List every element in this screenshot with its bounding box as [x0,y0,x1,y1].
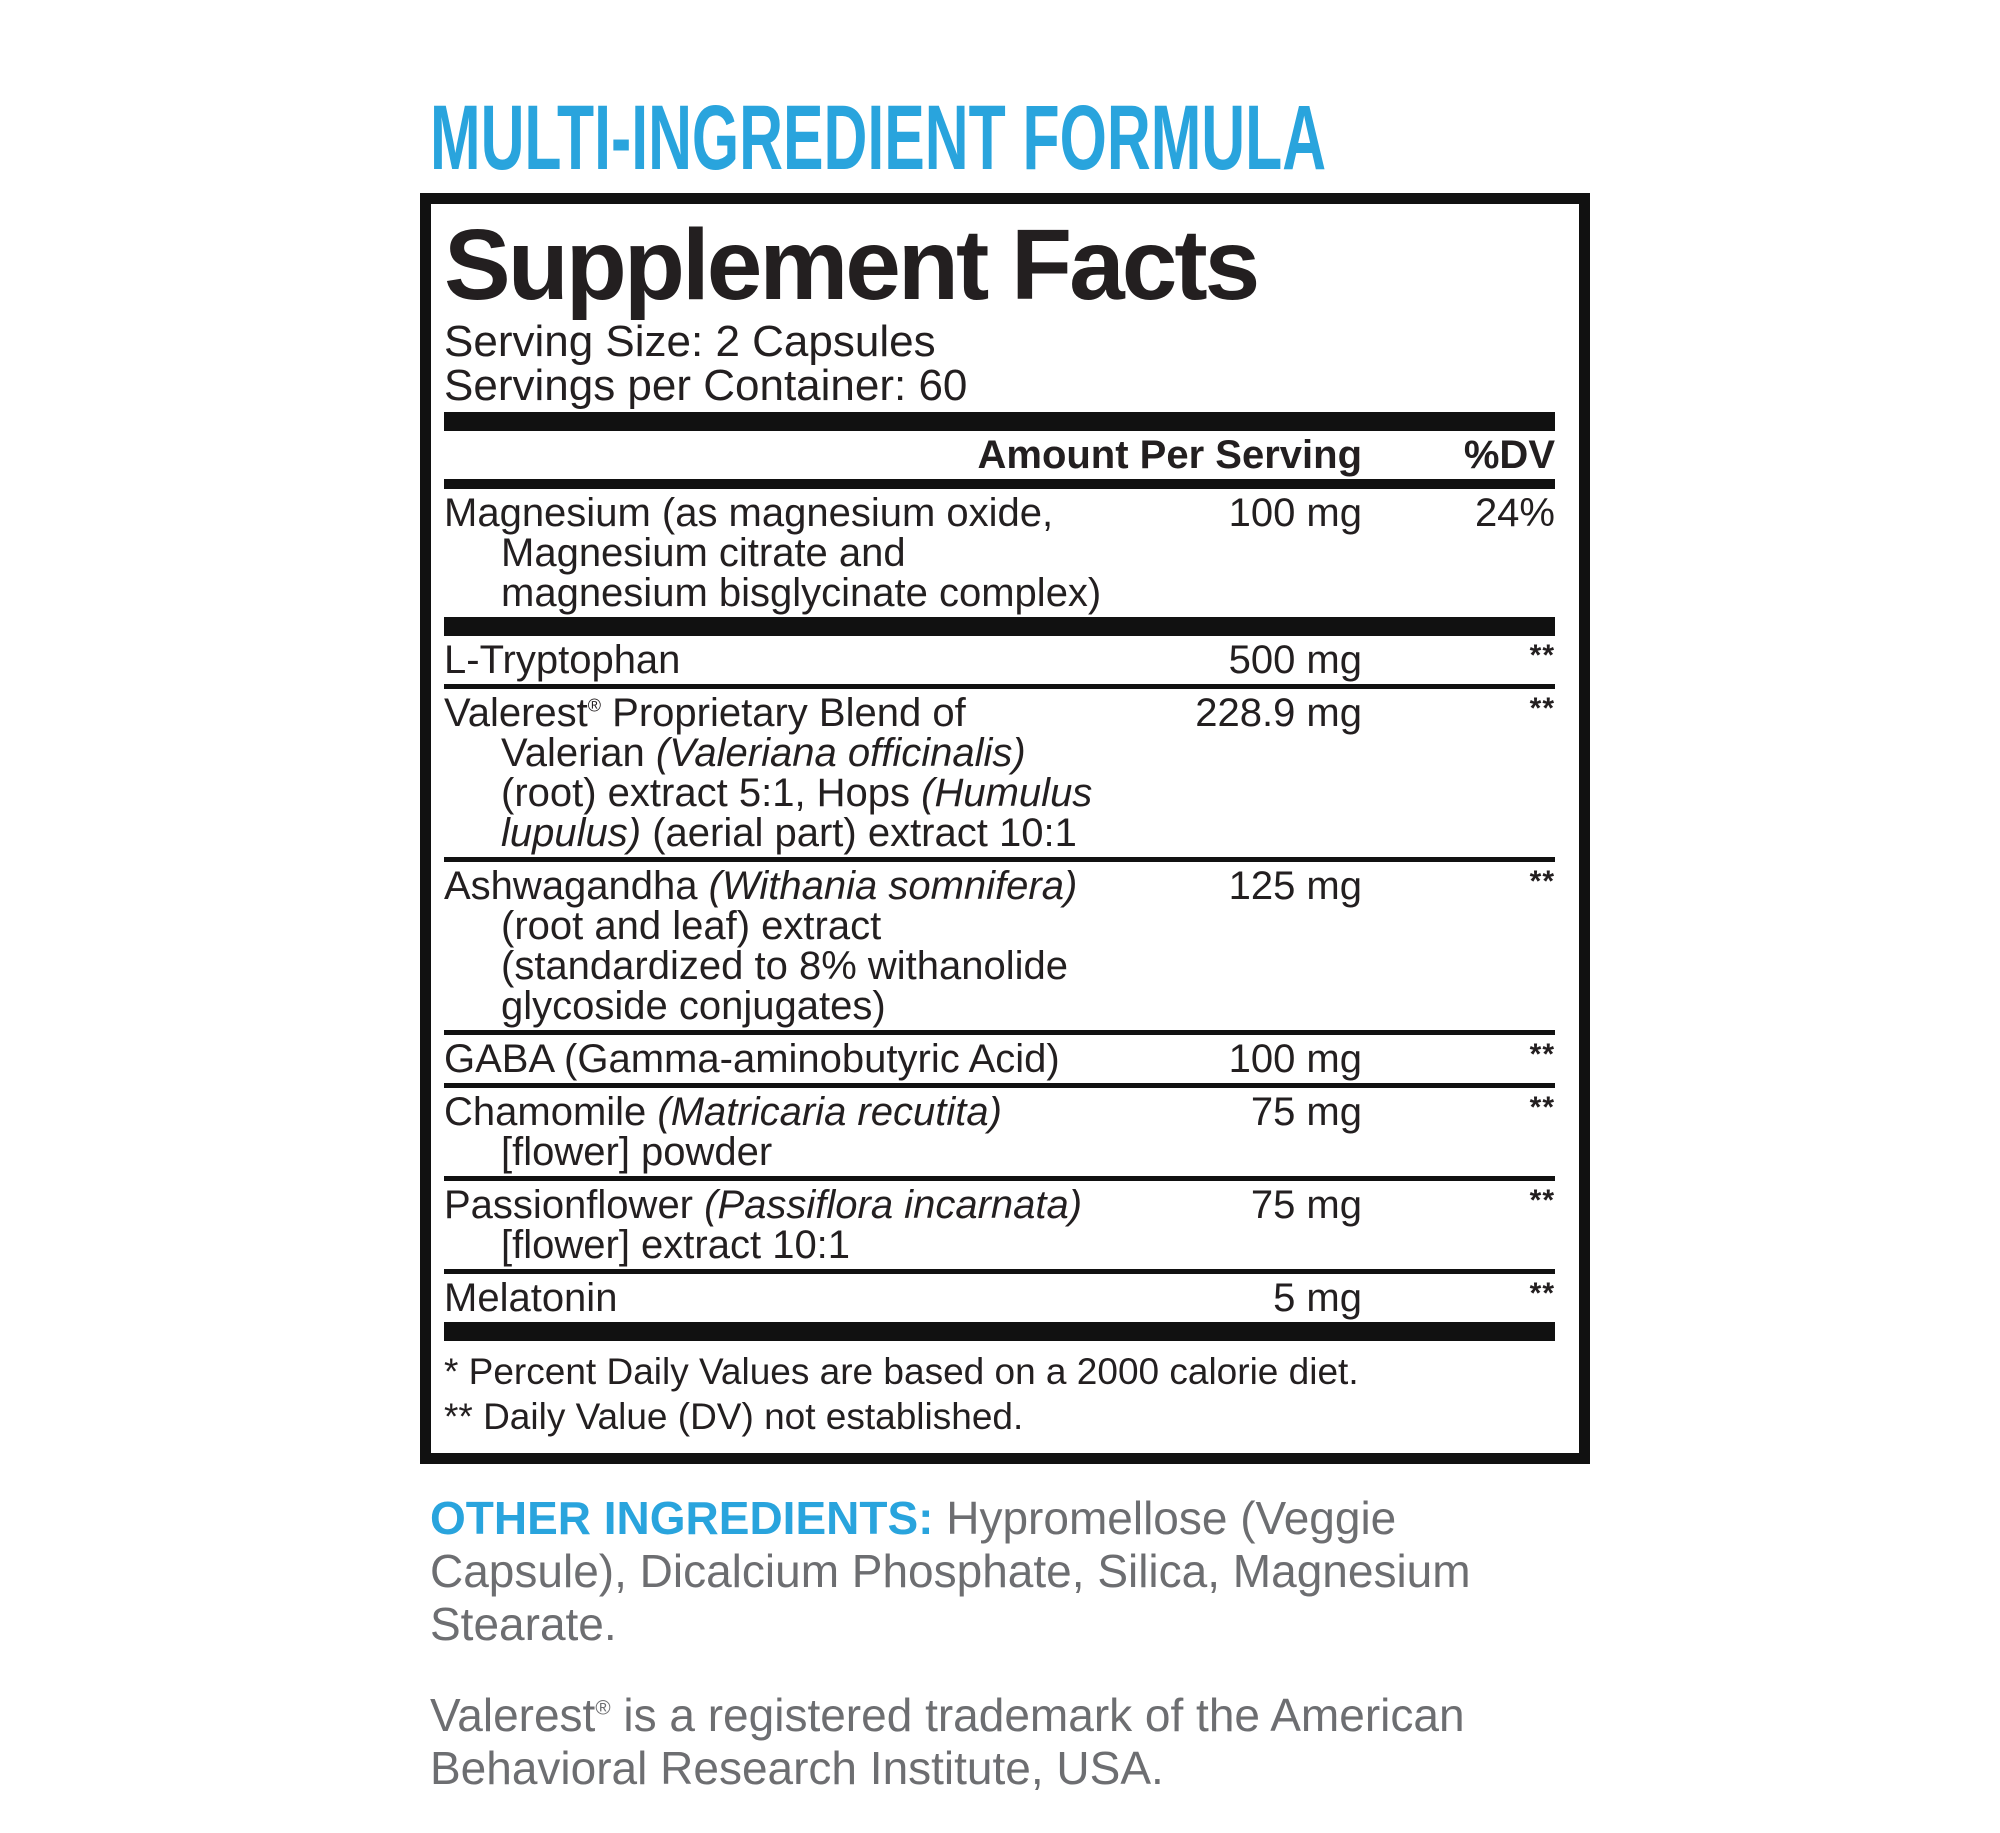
thin-rule [444,857,1555,862]
table-header-row: Amount Per Serving %DV [444,431,1555,479]
other-ingredients-paragraph: OTHER INGREDIENTS: Hypromellose (Veggie … [430,1492,1600,1651]
trademark-paragraph: Valerest® is a registered trademark of t… [430,1689,1600,1795]
amount-per-serving-header: Amount Per Serving [977,433,1362,477]
serving-info: Serving Size: 2 Capsules Servings per Co… [444,320,1555,408]
registered-mark: ® [595,1696,611,1720]
medium-rule [444,479,1555,489]
ingredient-row: Magnesium (as magnesium oxide, Magnesium … [444,489,1555,617]
supplement-facts-panel: Supplement Facts Serving Size: 2 Capsule… [420,193,1590,1464]
amount-value: 100 mg [1228,491,1362,535]
serving-size-line: Serving Size: 2 Capsules [444,317,936,366]
ingredient-name: Chamomile (Matricaria recutita) [flower] … [444,1090,1002,1174]
dv-value: ** [1529,692,1555,725]
thin-rule [444,1269,1555,1274]
ingredients-table: Magnesium (as magnesium oxide, Magnesium … [444,489,1555,1341]
thin-rule [444,1083,1555,1088]
ingredient-name: Passionflower (Passiflora incarnata) [flo… [444,1183,1083,1267]
amount-value: 228.9 mg [1195,691,1362,735]
thick-rule [444,1322,1555,1341]
ingredient-name: Melatonin [444,1276,618,1320]
ingredient-name: Magnesium (as magnesium oxide, Magnesium … [444,491,1102,615]
ingredient-name: Valerest® Proprietary Blend of Valerian (… [444,691,1093,855]
thick-rule [444,412,1555,431]
thin-rule [444,684,1555,689]
footnotes: * Percent Daily Values are based on a 20… [444,1349,1555,1439]
other-ingredients-label: OTHER INGREDIENTS: [430,1492,934,1544]
ingredient-row: Passionflower (Passiflora incarnata) [flo… [444,1181,1555,1269]
servings-per-container-line: Servings per Container: 60 [444,361,968,410]
ingredient-name: L-Tryptophan [444,638,681,682]
amount-value: 5 mg [1273,1276,1362,1320]
dv-value: ** [1529,1038,1555,1071]
amount-value: 100 mg [1228,1037,1362,1081]
amount-value: 500 mg [1228,638,1362,682]
dv-header: %DV [1463,433,1555,477]
thin-rule [444,1030,1555,1035]
amount-value: 75 mg [1250,1090,1362,1134]
ingredient-row: Melatonin 5 mg ** [444,1274,1555,1322]
other-ingredients-text: Hypromellose (Veggie Capsule), Dicalcium… [430,1492,1471,1650]
ingredient-name: Ashwagandha (Withania somnifera) (root an… [444,864,1078,1028]
dv-value: ** [1529,1091,1555,1124]
ingredient-row: L-Tryptophan 500 mg ** [444,636,1555,684]
footnote-percent-dv: * Percent Daily Values are based on a 20… [444,1351,1359,1392]
supplement-facts-title: Supplement Facts [444,209,1260,321]
amount-value: 75 mg [1250,1183,1362,1227]
amount-value: 125 mg [1228,864,1362,908]
ingredient-row: Valerest® Proprietary Blend of Valerian (… [444,689,1555,857]
dv-value: ** [1529,865,1555,898]
product-tagline: MULTI-INGREDIENT FORMULA [430,87,1327,189]
dv-value: ** [1529,1277,1555,1310]
ingredient-row: Chamomile (Matricaria recutita) [flower] … [444,1088,1555,1176]
footnote-dv-not-established: ** Daily Value (DV) not established. [444,1396,1024,1437]
footer: OTHER INGREDIENTS: Hypromellose (Veggie … [430,1492,1600,1833]
ingredient-name: GABA (Gamma-aminobutyric Acid) [444,1037,1060,1081]
dv-value: ** [1529,1184,1555,1217]
ingredient-row: Ashwagandha (Withania somnifera) (root an… [444,862,1555,1030]
ingredient-row: GABA (Gamma-aminobutyric Acid) 100 mg ** [444,1035,1555,1083]
dv-value: ** [1529,639,1555,672]
dv-value: 24% [1474,491,1555,535]
trademark-name: Valerest [430,1689,596,1741]
thin-rule [444,1176,1555,1181]
thick-rule [444,617,1555,636]
